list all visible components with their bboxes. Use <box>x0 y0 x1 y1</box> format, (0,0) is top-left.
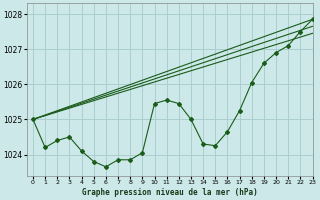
X-axis label: Graphe pression niveau de la mer (hPa): Graphe pression niveau de la mer (hPa) <box>82 188 258 197</box>
